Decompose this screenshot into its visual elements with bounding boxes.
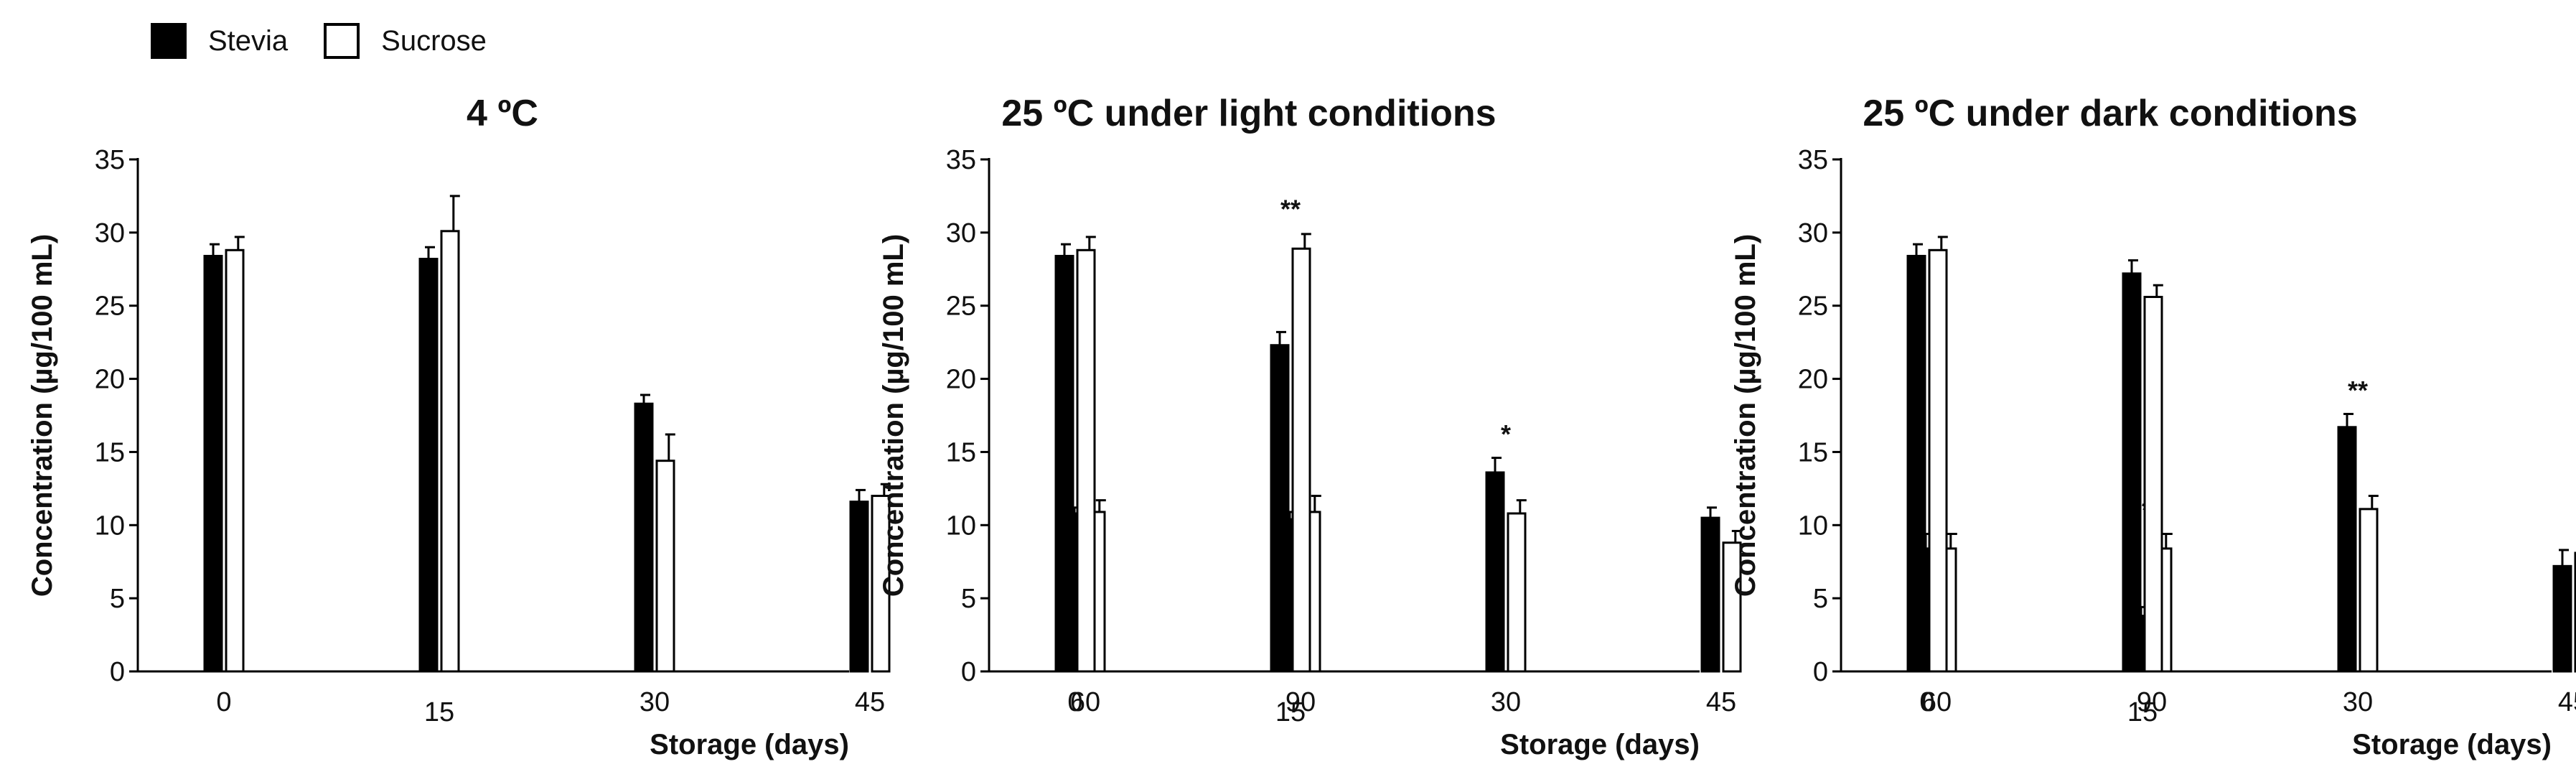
significance-marker: ** bbox=[1280, 194, 1301, 223]
x-tick-label: 45 bbox=[855, 687, 885, 717]
y-axis-label: Concentration (µg/100 mL) bbox=[1730, 234, 1761, 597]
y-tick-label: 35 bbox=[946, 145, 976, 175]
legend-label-stevia: Stevia bbox=[208, 24, 289, 57]
legend-item-sucrose: Sucrose bbox=[324, 23, 487, 59]
y-axis-label: Concentration (µg/100 mL) bbox=[27, 234, 58, 597]
bar-stevia bbox=[1054, 254, 1074, 673]
legend-swatch-stevia bbox=[151, 23, 187, 59]
x-tick-label: 30 bbox=[1491, 687, 1521, 717]
bar-sucrose bbox=[440, 230, 460, 673]
y-tick-label: 15 bbox=[95, 437, 125, 467]
y-tick-label: 15 bbox=[946, 437, 976, 467]
y-tick-label: 30 bbox=[95, 218, 125, 248]
x-tick-label: 0 bbox=[1919, 687, 1934, 717]
x-tick-label: 45 bbox=[1706, 687, 1736, 717]
y-tick-label: 10 bbox=[1798, 511, 1828, 541]
x-axis-label: Storage (days) bbox=[1500, 729, 1700, 760]
y-tick-label: 25 bbox=[1798, 292, 1828, 322]
x-tick-label: 0 bbox=[216, 687, 231, 717]
bar-stevia bbox=[1270, 344, 1290, 673]
chart-title: 25 ºC under light conditions bbox=[1001, 93, 1496, 134]
y-tick-label: 20 bbox=[95, 365, 125, 395]
bar-sucrose bbox=[225, 248, 245, 673]
chart-title: 4 ºC bbox=[467, 93, 538, 134]
chart-panel-1: 25 ºC under light conditions 0 5 10 15 20 25 30… bbox=[878, 93, 2173, 760]
bar-stevia bbox=[1906, 254, 1926, 673]
x-tick-label: 90 bbox=[1285, 687, 1316, 717]
bar-stevia bbox=[849, 501, 869, 673]
y-tick-label: 25 bbox=[946, 292, 976, 322]
chart-panel-2: 25 ºC under dark conditions 0 5 10 15 20 25 30 3… bbox=[1730, 93, 2576, 760]
y-tick-label: 30 bbox=[946, 218, 976, 248]
x-axis-label: Storage (days) bbox=[2352, 729, 2552, 760]
legend-item-stevia: Stevia bbox=[151, 23, 288, 59]
bar-stevia bbox=[2552, 564, 2572, 673]
y-tick-label: 5 bbox=[110, 584, 125, 614]
x-tick-label: 30 bbox=[2343, 687, 2373, 717]
legend: Stevia Sucrose bbox=[151, 16, 523, 66]
y-tick-label: 10 bbox=[95, 511, 125, 541]
x-tick-label: 60 bbox=[1070, 687, 1100, 717]
bar-sucrose bbox=[2143, 295, 2163, 673]
chart-title: 25 ºC under dark conditions bbox=[1863, 93, 2357, 134]
x-tick-label: 60 bbox=[1921, 687, 1952, 717]
bar-sucrose bbox=[1507, 512, 1527, 673]
legend-swatch-sucrose bbox=[324, 23, 360, 59]
bar-sucrose bbox=[1928, 248, 1948, 673]
bar-sucrose bbox=[1076, 248, 1096, 673]
y-tick-label: 35 bbox=[1798, 145, 1828, 175]
y-tick-label: 25 bbox=[95, 292, 125, 322]
y-tick-label: 10 bbox=[946, 511, 976, 541]
y-tick-label: 5 bbox=[1813, 584, 1828, 614]
y-axis-label: Concentration (µg/100 mL) bbox=[878, 234, 909, 597]
x-axis-label: Storage (days) bbox=[650, 729, 849, 760]
chart-panel-0: 4 ºC 0 5 10 15 20 25 30 35 Concentration (µg/100 … bbox=[27, 93, 1321, 760]
bar-stevia bbox=[418, 258, 439, 673]
y-tick-label: 5 bbox=[961, 584, 976, 614]
bar-stevia bbox=[1485, 471, 1505, 673]
legend-label-sucrose: Sucrose bbox=[381, 24, 487, 57]
bar-sucrose bbox=[1722, 541, 1742, 673]
x-tick-label: 45 bbox=[2558, 687, 2576, 717]
bar-sucrose bbox=[2359, 508, 2379, 673]
bar-stevia bbox=[2122, 272, 2142, 673]
bar-stevia bbox=[203, 254, 223, 673]
y-tick-label: 0 bbox=[1813, 657, 1828, 687]
x-tick-label: 15 bbox=[1275, 697, 1306, 727]
bar-stevia bbox=[2337, 426, 2357, 673]
y-tick-label: 20 bbox=[1798, 365, 1828, 395]
bar-sucrose bbox=[655, 460, 675, 673]
y-tick-label: 20 bbox=[946, 365, 976, 395]
y-tick-label: 0 bbox=[110, 657, 125, 687]
bar-sucrose bbox=[871, 495, 891, 673]
x-tick-label: 15 bbox=[424, 697, 454, 727]
x-tick-label: 0 bbox=[1067, 687, 1082, 717]
significance-marker: ** bbox=[2348, 376, 2368, 405]
y-tick-label: 15 bbox=[1798, 437, 1828, 467]
y-tick-label: 30 bbox=[1798, 218, 1828, 248]
bar-stevia bbox=[634, 402, 654, 673]
significance-marker: * bbox=[1501, 419, 1511, 449]
x-tick-label: 15 bbox=[2127, 697, 2158, 727]
y-tick-label: 35 bbox=[95, 145, 125, 175]
bar-stevia bbox=[1700, 516, 1720, 673]
bar-sucrose bbox=[1291, 247, 1311, 673]
x-tick-label: 90 bbox=[2137, 687, 2167, 717]
y-tick-label: 0 bbox=[961, 657, 976, 687]
x-tick-label: 30 bbox=[640, 687, 670, 717]
